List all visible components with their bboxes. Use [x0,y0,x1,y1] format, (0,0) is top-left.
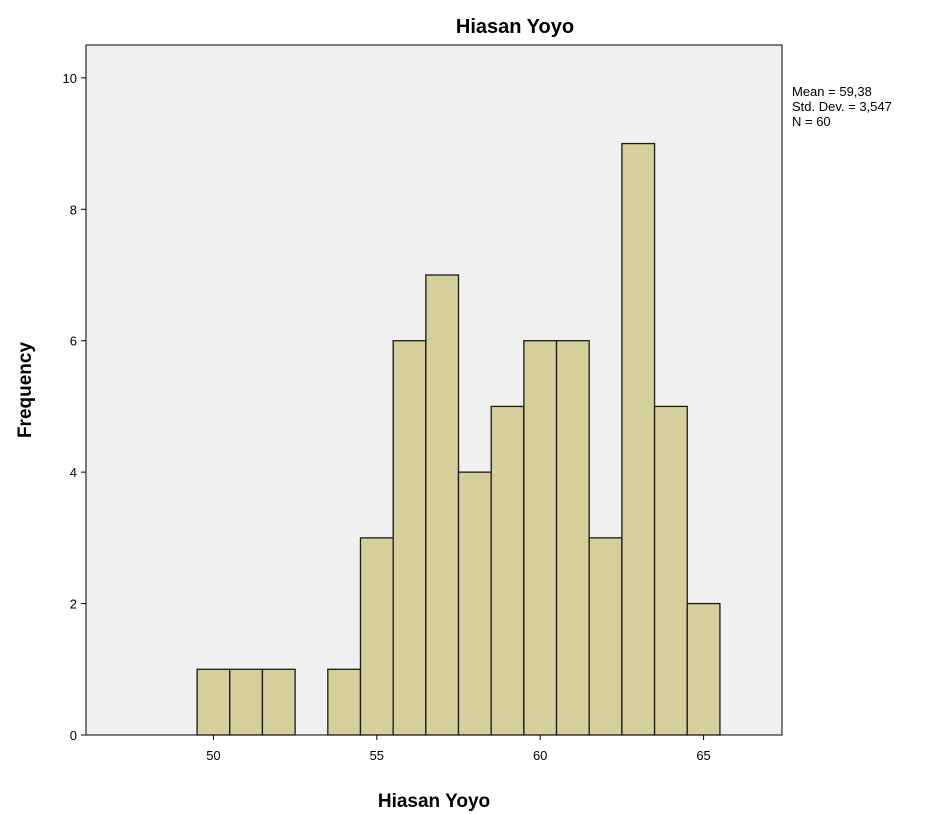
y-tick-label: 0 [70,728,77,743]
histogram-bar [327,668,362,736]
x-axis-label: Hiasan Yoyo [378,791,490,812]
histogram-bar [588,537,623,736]
histogram-bar [261,668,296,736]
histogram-bar [653,405,688,736]
y-tick-label: 4 [70,465,77,480]
stat-mean: Mean = 59,38 [792,84,872,99]
bars-group [196,142,721,736]
histogram-bar [457,471,492,736]
y-tick-label: 10 [63,71,77,86]
x-tick-label: 65 [696,748,710,763]
y-tick-label: 2 [70,597,77,612]
histogram-bar [229,668,264,736]
y-axis-label: Frequency [15,342,36,439]
histogram-bar [686,602,721,736]
x-axis-ticks: 50 55 60 65 [206,735,711,763]
histogram-bar [196,668,231,736]
y-tick-label: 8 [70,202,77,217]
histogram-bar [621,142,656,736]
histogram-bar [490,405,525,736]
x-tick-label: 60 [533,748,547,763]
x-tick-label: 55 [370,748,384,763]
x-tick-label: 50 [206,748,220,763]
y-axis-ticks: 0 2 4 6 8 10 [63,71,86,743]
histogram-bar [425,274,460,736]
chart-title: Hiasan Yoyo [456,16,574,38]
histogram-bar [523,340,558,736]
y-tick-label: 6 [70,334,77,349]
stats-box: Mean = 59,38 Std. Dev. = 3,547 N = 60 [792,84,892,129]
stat-std-dev: Std. Dev. = 3,547 [792,99,892,114]
stat-n: N = 60 [792,114,831,129]
histogram-bar [555,340,590,736]
histogram-bar [392,340,427,736]
histogram-bar [359,537,394,736]
